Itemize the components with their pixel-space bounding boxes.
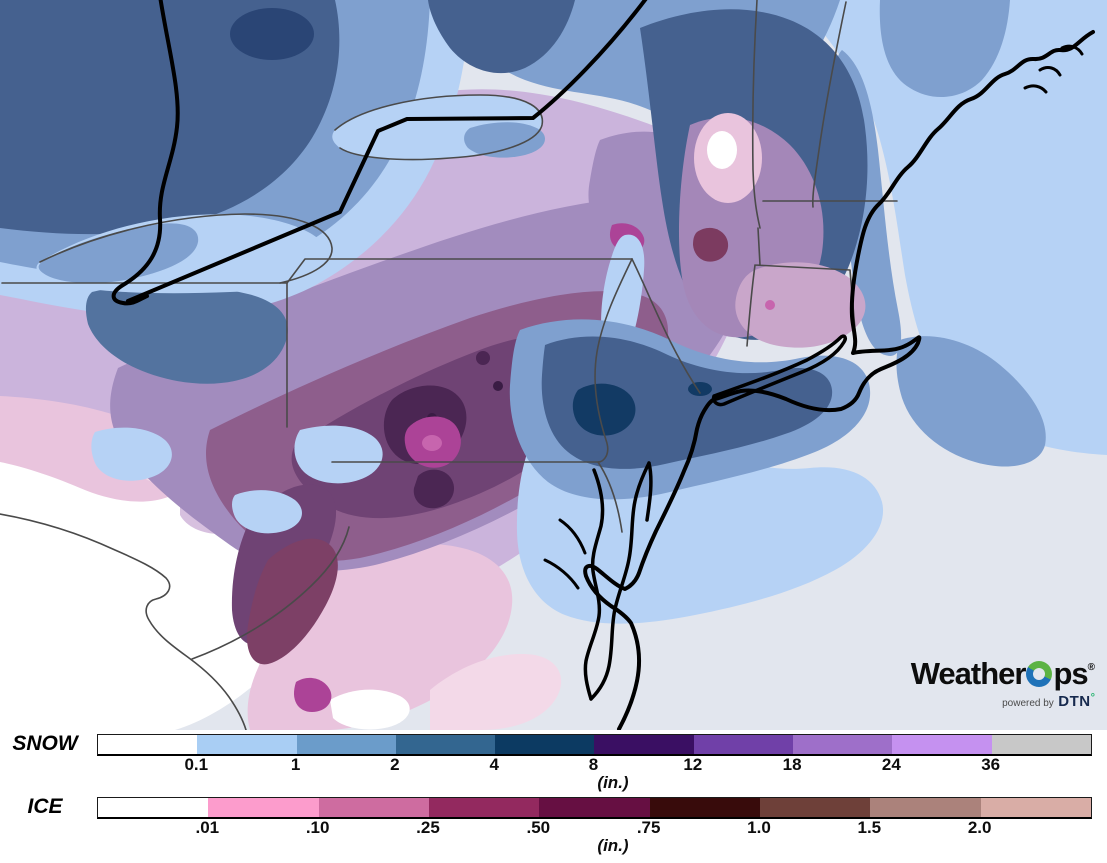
ice-legend-segment — [870, 798, 981, 817]
atlantic-coastline — [583, 30, 1095, 730]
ice-scale-ticks: .01 .10 .25 .50 .75 1.0 1.5 2.0 — [97, 818, 1090, 838]
snow-tick-label: 2 — [390, 755, 400, 774]
registered-mark: ® — [1087, 662, 1095, 673]
snow-tick-label: 12 — [683, 755, 703, 774]
powered-by-text: powered by — [1002, 698, 1054, 709]
logo-text-weather: Weather — [910, 656, 1027, 691]
ice-legend-segment — [759, 798, 871, 817]
powered-by-dtn: powered by DTN° — [911, 693, 1095, 710]
coastlines-and-borders — [111, 0, 1095, 730]
ice-tick-label: .25 — [416, 818, 440, 837]
ice-legend-segment — [428, 798, 540, 817]
snow-unit-label: (in.) — [597, 773, 629, 792]
ice-tick-label: 1.0 — [747, 818, 771, 837]
snow-legend-segment — [296, 735, 396, 754]
ice-legend-label: ICE — [27, 795, 63, 818]
ice-tick-label: .50 — [526, 818, 551, 837]
snow-tick-label: 24 — [881, 755, 901, 774]
canada-us-border-lakes — [126, 0, 648, 303]
snow-legend-label: SNOW — [12, 732, 78, 755]
ice-tick-label: 2.0 — [967, 818, 992, 837]
maine-coast-islands — [1023, 44, 1084, 94]
ice-tick-label: .01 — [195, 818, 220, 837]
ice-tick-label: .75 — [636, 818, 661, 837]
snow-tick-label: 0.1 — [184, 755, 209, 774]
snow-tick-label: 1 — [290, 755, 301, 774]
snow-tick-label: 18 — [782, 755, 802, 774]
snow-legend: SNOW 0.1 1 2 4 8 12 18 24 36 (in.) — [0, 732, 1107, 796]
weatherops-o-ring-icon — [1026, 661, 1053, 687]
snow-legend-segment — [197, 735, 297, 754]
snow-scale-ticks: 0.1 1 2 4 8 12 18 24 36 — [97, 755, 1090, 775]
ice-tick-label: 1.5 — [857, 818, 882, 837]
snow-legend-segment — [395, 735, 496, 754]
state-borders — [0, 0, 898, 730]
dtn-wordmark: DTN — [1058, 693, 1091, 710]
ice-legend: ICE .01 .10 .25 .50 .75 1.0 1.5 2.0 (in.) — [0, 795, 1107, 859]
snow-legend-segment — [693, 735, 794, 754]
snow-legend-segment — [495, 735, 595, 754]
snow-tick-label: 8 — [588, 755, 599, 774]
ice-legend-segment — [649, 798, 760, 817]
snow-legend-segment — [594, 735, 694, 754]
snow-legend-segment — [892, 735, 992, 754]
ice-legend-segment — [98, 798, 209, 817]
snow-legend-segment — [991, 735, 1091, 754]
chesapeake-bay — [583, 461, 653, 701]
ice-tick-label: .10 — [305, 818, 330, 837]
snow-ice-contours — [0, 0, 1107, 730]
dtn-degree-icon: ° — [1090, 692, 1095, 704]
ice-legend-segment — [980, 798, 1091, 817]
snow-tick-label: 4 — [489, 755, 499, 774]
potomac-rivers — [543, 518, 587, 590]
weatherops-wordmark: Weather ps® — [911, 658, 1095, 689]
ice-legend-segment — [208, 798, 319, 817]
weatherops-logo: Weather ps® powered by DTN° — [911, 658, 1095, 710]
canada-us-border — [111, 0, 180, 306]
snow-ice-accumulation-map — [0, 0, 1107, 730]
logo-text-ps: ps — [1053, 656, 1088, 691]
snow-legend-segment — [793, 735, 893, 754]
ice-legend-segment — [539, 798, 650, 817]
legend-panel: SNOW 0.1 1 2 4 8 12 18 24 36 (in.) ICE .01.10.25… — [0, 730, 1107, 863]
snow-legend-segment — [98, 735, 198, 754]
snow-color-scale — [97, 734, 1092, 756]
ice-legend-segment — [318, 798, 429, 817]
long-island — [711, 334, 847, 407]
snow-tick-label: 36 — [981, 755, 1001, 774]
weather-map: Weather ps® powered by DTN° — [0, 0, 1107, 730]
ice-unit-label: (in.) — [597, 836, 629, 855]
ice-color-scale — [97, 797, 1092, 819]
